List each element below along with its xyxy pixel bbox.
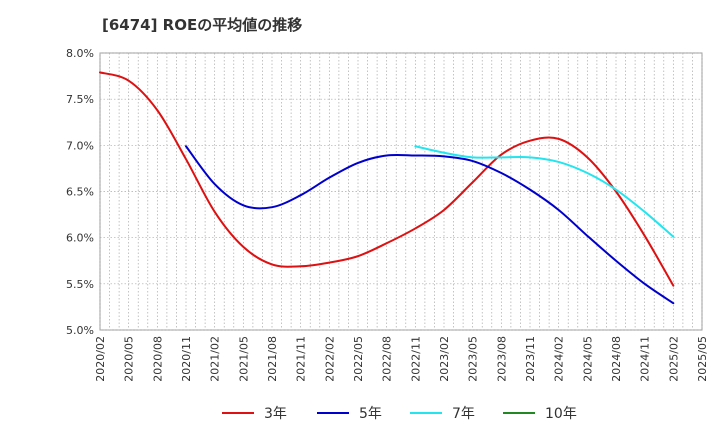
x-tick-label: 2020/05 — [123, 336, 136, 382]
x-tick-label: 2021/11 — [295, 336, 308, 382]
x-tick-label: 2023/05 — [467, 336, 480, 382]
x-tick-label: 2024/11 — [639, 336, 652, 382]
x-tick-label: 2024/08 — [610, 336, 623, 382]
y-tick-label: 5.5% — [66, 278, 94, 291]
x-tick-label: 2022/11 — [409, 336, 422, 382]
x-tick-label: 2024/02 — [553, 336, 566, 382]
legend-label-3: 7年 — [452, 406, 475, 422]
x-tick-label: 2021/08 — [266, 336, 279, 382]
chart-title: [6474] ROEの平均値の推移 — [102, 16, 303, 34]
y-tick-label: 7.0% — [66, 139, 94, 152]
legend-label-4: 10年 — [545, 406, 577, 422]
x-tick-label: 2023/02 — [438, 336, 451, 382]
y-tick-label: 8.0% — [66, 47, 94, 60]
series-line-3 — [414, 145, 675, 238]
x-tick-label: 2023/11 — [524, 336, 537, 382]
y-tick-label: 7.5% — [66, 93, 94, 106]
x-tick-label: 2022/02 — [323, 336, 336, 382]
legend-label-2: 5年 — [359, 406, 382, 422]
x-tick-label: 2021/02 — [209, 336, 222, 382]
x-tick-label: 2024/05 — [581, 336, 594, 382]
y-tick-label: 6.5% — [66, 186, 94, 199]
x-tick-label: 2020/11 — [180, 336, 193, 382]
x-tick-label: 2025/02 — [667, 336, 680, 382]
x-tick-label: 2020/02 — [94, 336, 107, 382]
y-tick-label: 5.0% — [66, 324, 94, 337]
x-tick-label: 2022/08 — [381, 336, 394, 382]
x-tick-label: 2020/08 — [151, 336, 164, 382]
series-line-2 — [185, 145, 675, 305]
x-tick-label: 2022/05 — [352, 336, 365, 382]
series-line-1 — [99, 71, 675, 287]
y-tick-label: 6.0% — [66, 232, 94, 245]
x-tick-label: 2021/05 — [237, 336, 250, 382]
x-tick-label: 2025/05 — [696, 336, 709, 382]
x-tick-label: 2023/08 — [495, 336, 508, 382]
legend-label-1: 3年 — [264, 406, 287, 422]
